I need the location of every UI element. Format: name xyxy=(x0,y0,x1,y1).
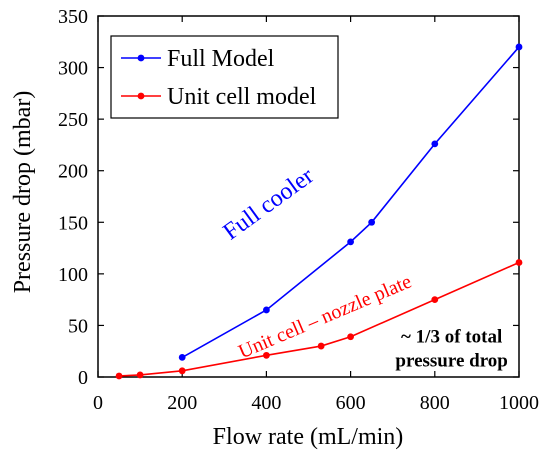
legend-swatch-marker xyxy=(137,92,145,100)
data-point-1 xyxy=(115,372,123,380)
data-point-0 xyxy=(263,306,270,314)
y-axis-label: Pressure drop (mbar) xyxy=(10,91,36,294)
data-point-0 xyxy=(431,140,439,148)
x-tick-label: 400 xyxy=(251,392,281,414)
data-point-0 xyxy=(515,43,523,51)
axes: 0 200 400 600 800 1000 0 50 100 150 200 250 300 350 xyxy=(58,6,539,414)
y-tick-label: 0 xyxy=(78,367,88,389)
data-point-0 xyxy=(368,218,376,226)
y-tick-label: 300 xyxy=(58,58,88,80)
data-point-0 xyxy=(347,238,354,246)
x-tick-label: 800 xyxy=(420,392,450,414)
data-point-0 xyxy=(178,354,186,361)
y-tick-label: 150 xyxy=(58,212,88,234)
data-point-1 xyxy=(515,259,523,266)
data-point-1 xyxy=(136,371,144,379)
y-tick-label: 50 xyxy=(68,315,88,337)
series-line-0 xyxy=(181,46,520,359)
legend-entry-label: Full Model xyxy=(167,46,275,72)
series-line-1 xyxy=(119,261,520,377)
annotations: Full cooler Unit cell – nozzle plate~ 1/3… xyxy=(219,163,508,372)
x-tick-label: 600 xyxy=(336,392,366,414)
x-tick-label: 0 xyxy=(93,392,103,414)
data-point-1 xyxy=(178,367,186,375)
series-layer xyxy=(115,43,523,380)
y-tick-label: 200 xyxy=(58,161,88,183)
x-tick-label: 1000 xyxy=(499,392,539,414)
data-point-1 xyxy=(347,333,354,341)
plot-frame xyxy=(97,15,520,378)
legend-swatch-marker xyxy=(137,54,145,62)
annotation-text: ~ 1/3 of total pressure drop xyxy=(395,327,507,372)
legend-entry-label: Unit cell model xyxy=(167,84,317,110)
data-point-1 xyxy=(317,342,325,350)
y-tick-label: 350 xyxy=(58,6,88,28)
data-point-1 xyxy=(431,296,439,304)
legend-box xyxy=(110,35,339,119)
y-tick-label: 250 xyxy=(58,109,88,131)
x-axis-label: Flow rate (mL/min) xyxy=(213,424,404,450)
annotation-line: pressure drop xyxy=(395,351,507,372)
annotation-text: Unit cell – nozzle plate xyxy=(235,270,414,363)
x-tick-label: 200 xyxy=(167,392,197,414)
annotation-text: Full cooler xyxy=(219,163,319,246)
legend: Full Model Unit cell model xyxy=(110,35,339,119)
data-point-1 xyxy=(263,351,270,359)
annotation-line: ~ 1/3 of total xyxy=(401,327,502,348)
y-tick-label: 100 xyxy=(58,264,88,286)
